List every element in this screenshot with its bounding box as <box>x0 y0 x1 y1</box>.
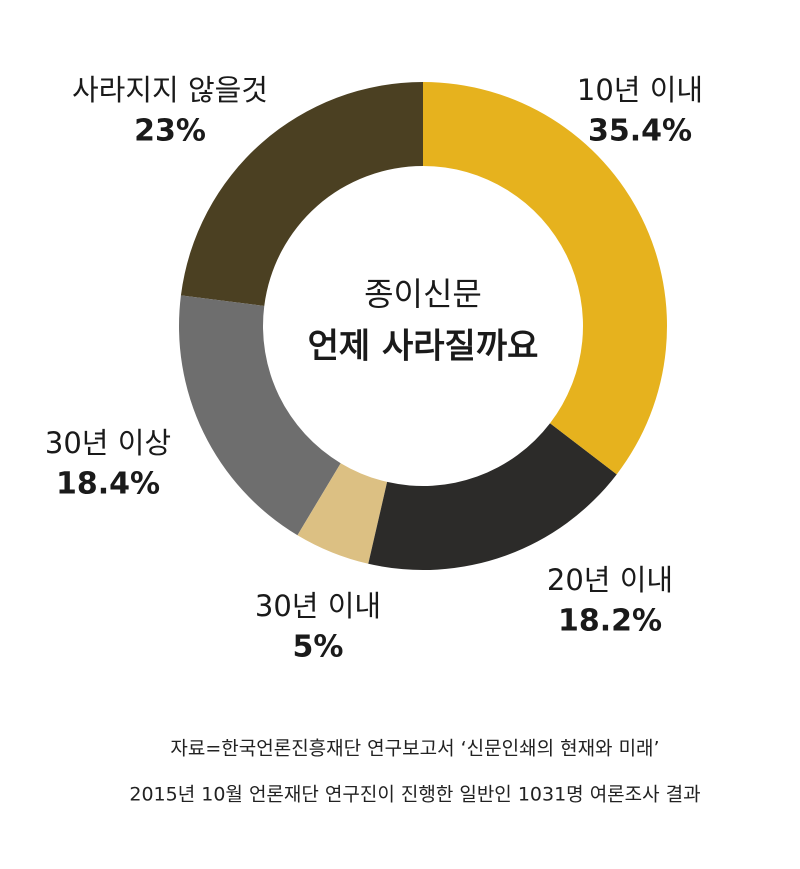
donut-segment <box>180 82 423 306</box>
segment-label: 10년 이내 <box>577 73 703 107</box>
survey-note: 2015년 10월 언론재단 연구진이 진행한 일반인 1031명 여론조사 결… <box>129 784 700 806</box>
donut-segment <box>368 423 617 570</box>
segment-value-label: 18.4% <box>56 467 160 502</box>
segment-value-label: 35.4% <box>588 114 692 149</box>
segment-label: 사라지지 않을것 <box>72 73 268 107</box>
segment-value-label: 18.2% <box>558 604 662 639</box>
segment-value-label: 5% <box>293 630 344 665</box>
segment-value-label: 23% <box>134 114 206 149</box>
donut-segment <box>423 82 667 475</box>
donut-segment <box>178 295 341 536</box>
segment-label: 30년 이상 <box>45 426 171 460</box>
chart-title: 종이신문 <box>364 275 482 313</box>
donut-segment <box>297 463 388 564</box>
segment-label: 30년 이내 <box>255 589 381 623</box>
chart-subtitle: 언제 사라질까요 <box>308 327 539 367</box>
segment-label: 20년 이내 <box>547 563 673 597</box>
source-note: 자료=한국언론진흥재단 연구보고서 ‘신문인쇄의 현재와 미래’ <box>170 738 659 760</box>
